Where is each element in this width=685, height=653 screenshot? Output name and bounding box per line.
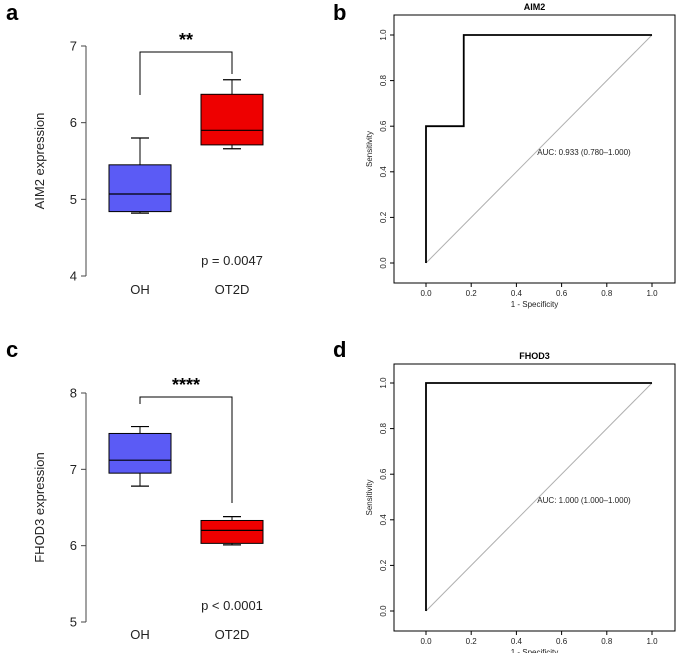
box-ot2d (200, 93, 264, 146)
y-tick-label: 4 (70, 269, 77, 284)
panel-letter-b: b (333, 0, 346, 25)
y-tick-label: 0.8 (379, 74, 388, 86)
x-tick-label: 0.2 (466, 289, 478, 298)
y-tick-label: 1.0 (379, 29, 388, 41)
x-tick-label: 0.8 (601, 289, 613, 298)
reference-diagonal (425, 382, 653, 612)
x-category-label: OT2D (215, 627, 250, 642)
y-tick-label: 0.0 (379, 257, 388, 269)
y-axis-title: AIM2 expression (32, 113, 47, 210)
x-tick-label: 0.4 (511, 637, 523, 646)
box-ot2d (200, 519, 264, 544)
significance-bracket (139, 51, 233, 95)
x-tick-label: 0.6 (556, 637, 568, 646)
p-value: p = 0.0047 (201, 253, 263, 268)
roc-curve (425, 34, 652, 263)
roc-fhod3: 0.0 0.2 0.4 0.6 0.8 1.0 0.0 0.2 0.4 0.6 0.8 1.0 FHOD… (365, 351, 676, 653)
reference-diagonal (425, 34, 653, 264)
y-tick-label: 1.0 (379, 377, 388, 389)
box-oh (108, 164, 172, 213)
y-tick-label: 0.2 (379, 559, 388, 571)
panel-letter-c: c (6, 337, 18, 362)
p-value: p < 0.0001 (201, 598, 263, 613)
y-tick-label: 0.0 (379, 605, 388, 617)
roc-aim2: 0.0 0.2 0.4 0.6 0.8 1.0 0.0 0.2 0.4 0.6 0.8 1.0 AIM2… (365, 2, 676, 309)
significance-bracket (139, 396, 233, 503)
x-tick-label: 0.8 (601, 637, 613, 646)
x-tick-label: 0.4 (511, 289, 523, 298)
y-tick-label: 0.4 (379, 514, 388, 526)
y-tick-label: 0.4 (379, 166, 388, 178)
x-tick-label: 1.0 (646, 289, 658, 298)
x-tick-label: 0.0 (420, 289, 432, 298)
significance-stars: ** (179, 30, 193, 50)
y-axis-title: Sensitivity (365, 479, 374, 515)
x-axis-title: 1 - Specificity (511, 648, 559, 653)
y-tick-label: 5 (70, 615, 77, 630)
y-tick-label: 5 (70, 192, 77, 207)
auc-annotation: AUC: 0.933 (0.780–1.000) (537, 148, 631, 157)
significance-stars: **** (172, 375, 200, 395)
roc-curve (425, 382, 652, 611)
y-tick-label: 0.6 (379, 468, 388, 480)
y-tick-label: 7 (70, 39, 77, 54)
panel-letter-a: a (6, 0, 19, 25)
y-axis-title: Sensitivity (365, 131, 374, 167)
x-axis-title: 1 - Specificity (511, 300, 559, 309)
x-tick-label: 0.2 (466, 637, 478, 646)
roc-title: FHOD3 (519, 351, 550, 361)
x-tick-label: 0.0 (420, 637, 432, 646)
plot-frame (393, 363, 676, 632)
auc-annotation: AUC: 1.000 (1.000–1.000) (537, 496, 631, 505)
y-tick-label: 6 (70, 115, 77, 130)
roc-title: AIM2 (524, 2, 546, 12)
boxplot-aim2: 4 5 6 7 AIM2 expression OH OT2D ** p = 0.0047 (32, 30, 264, 297)
x-category-label: OH (130, 282, 150, 297)
plot-frame (393, 14, 676, 284)
y-tick-label: 8 (70, 386, 77, 401)
y-tick-label: 6 (70, 538, 77, 553)
y-tick-label: 0.2 (379, 211, 388, 223)
x-category-label: OT2D (215, 282, 250, 297)
y-tick-label: 0.8 (379, 422, 388, 434)
box-oh (108, 432, 172, 474)
x-tick-label: 0.6 (556, 289, 568, 298)
y-tick-label: 7 (70, 462, 77, 477)
y-tick-label: 0.6 (379, 120, 388, 132)
x-category-label: OH (130, 627, 150, 642)
x-tick-label: 1.0 (646, 637, 658, 646)
boxplot-fhod3: 5 6 7 8 FHOD3 expression OH OT2D **** p < 0.0001 (32, 375, 264, 642)
y-axis-title: FHOD3 expression (32, 452, 47, 563)
panel-letter-d: d (333, 337, 346, 362)
